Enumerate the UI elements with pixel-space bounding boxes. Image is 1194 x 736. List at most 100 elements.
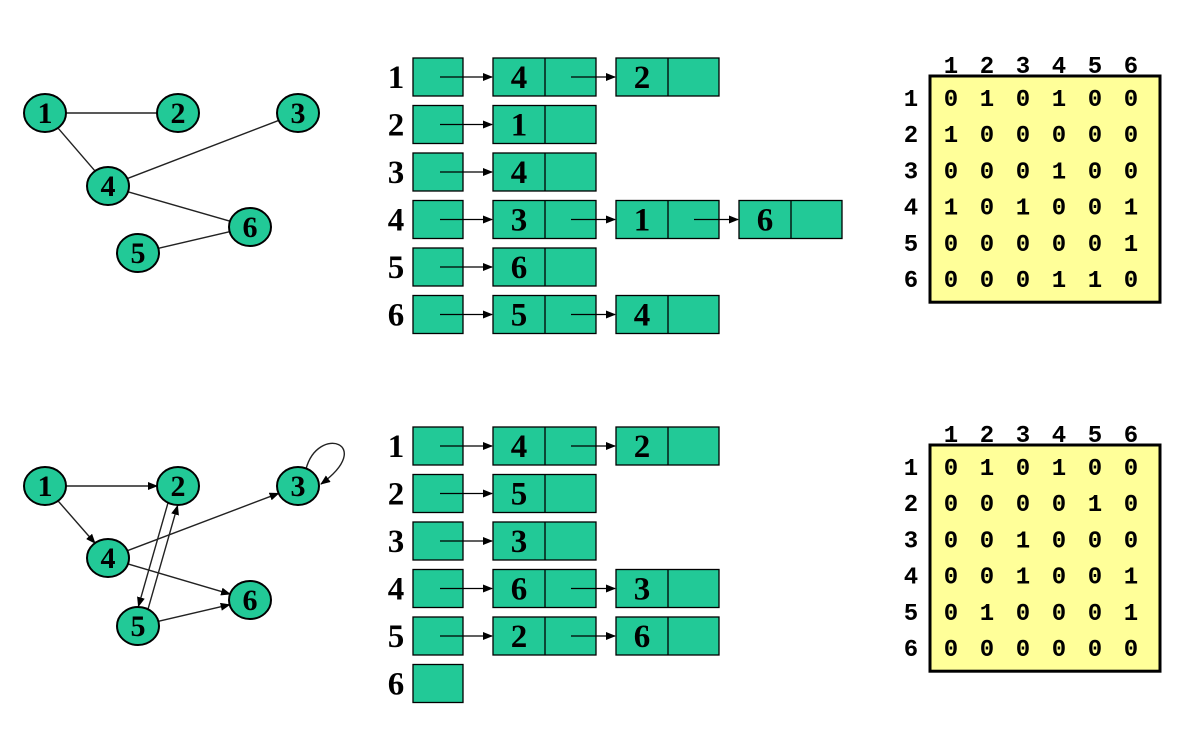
matrix-cell: 0 <box>1124 268 1138 295</box>
list-row-label: 6 <box>388 298 405 334</box>
matrix-cell: 0 <box>944 268 958 295</box>
node-label: 1 <box>38 97 53 130</box>
matrix-cell: 1 <box>1052 456 1066 483</box>
list-node-value: 6 <box>757 203 774 239</box>
graph-node-5: 5 <box>116 606 160 646</box>
matrix-cell: 0 <box>944 492 958 519</box>
list-head-cell <box>412 568 464 609</box>
matrix-cell: 0 <box>944 87 958 114</box>
graph-node-2: 2 <box>156 466 200 506</box>
list-node: 6 <box>492 247 597 287</box>
node-label: 1 <box>38 470 53 503</box>
matrix-cell: 1 <box>1124 232 1138 259</box>
matrix-col-header: 6 <box>1124 54 1138 81</box>
matrix-row-header: 1 <box>904 456 918 483</box>
list-row-label: 4 <box>388 572 405 608</box>
matrix-cell: 0 <box>1088 528 1102 555</box>
list-node-value: 4 <box>634 298 651 334</box>
matrix-row-header: 2 <box>904 123 918 150</box>
matrix-col-header: 2 <box>980 423 994 450</box>
matrix-cell: 0 <box>1016 232 1030 259</box>
list-row-label: 2 <box>388 108 405 144</box>
matrix-cell: 0 <box>980 565 994 592</box>
graph-node-4: 4 <box>86 538 130 578</box>
list-node: 6 <box>738 199 843 240</box>
matrix-cell: 0 <box>1016 87 1030 114</box>
matrix-cell: 0 <box>1052 232 1066 259</box>
list-node: 4 <box>615 294 720 335</box>
matrix-cell: 0 <box>1124 159 1138 186</box>
adjacency-matrix: 1 2 3 4 5 61 0 1 0 1 0 02 0 0 0 0 1 03 0 0 1 0 0 04 0 0 1 0 0 15 0 1 0 0 0… <box>904 423 1162 673</box>
graph-node-3: 3 <box>276 466 320 506</box>
matrix-col-header: 4 <box>1052 54 1066 81</box>
matrix-col-header: 6 <box>1124 423 1138 450</box>
adjacency-list: 1 4 22 13 44 3 1 65 66 5 4 <box>388 57 843 335</box>
matrix-cell: 0 <box>1124 492 1138 519</box>
list-row-label: 2 <box>388 477 405 513</box>
matrix-cell: 1 <box>1124 601 1138 628</box>
matrix-cell: 1 <box>1088 492 1102 519</box>
matrix-cell: 0 <box>944 601 958 628</box>
list-row-6: 6 5 4 <box>388 294 720 335</box>
matrix-row-header: 4 <box>904 565 918 592</box>
matrix-cell: 1 <box>1052 87 1066 114</box>
matrix-cell: 0 <box>1052 637 1066 664</box>
matrix-cell: 1 <box>944 123 958 150</box>
list-row-label: 3 <box>388 524 405 560</box>
matrix-cell: 0 <box>1052 528 1066 555</box>
node-label: 4 <box>101 170 116 203</box>
list-row-label: 1 <box>388 60 405 96</box>
matrix-cell: 0 <box>1016 456 1030 483</box>
adjacency-matrix: 1 2 3 4 5 61 0 1 0 1 0 02 1 0 0 0 0 03 0 0 0 1 0 04 1 0 1 0 0 15 0 0 0 0 0… <box>904 54 1162 304</box>
matrix-cell: 0 <box>1088 123 1102 150</box>
edge-4-6 <box>127 191 231 222</box>
graph-node-1: 1 <box>23 466 67 506</box>
matrix-cell: 0 <box>1016 268 1030 295</box>
matrix-cell: 1 <box>980 87 994 114</box>
graph-node-3: 3 <box>276 93 320 133</box>
self-loop-edge-3 <box>305 442 345 485</box>
list-row-label: 3 <box>388 155 405 191</box>
matrix-cell: 0 <box>1052 123 1066 150</box>
edge-5-6 <box>158 231 230 249</box>
matrix-cell: 1 <box>1088 268 1102 295</box>
matrix-cell: 0 <box>980 123 994 150</box>
matrix-cell: 1 <box>1124 196 1138 223</box>
matrix-cell: 0 <box>944 528 958 555</box>
list-node-value: 4 <box>511 60 528 96</box>
matrix-cell: 0 <box>944 456 958 483</box>
matrix-col-header: 1 <box>944 54 958 81</box>
matrix-cell: 0 <box>1016 159 1030 186</box>
matrix-box <box>928 74 1162 304</box>
list-node-value: 5 <box>511 298 528 334</box>
matrix-col-header: 2 <box>980 54 994 81</box>
graph-node-6: 6 <box>228 580 272 620</box>
matrix-cell: 0 <box>1052 565 1066 592</box>
matrix-cell: 0 <box>980 637 994 664</box>
edge-2-5 <box>137 502 169 608</box>
matrix-cell: 0 <box>1088 565 1102 592</box>
matrix-row-header: 6 <box>904 637 918 664</box>
node-label: 5 <box>131 610 146 643</box>
list-head-cell <box>412 663 464 704</box>
graph-node-2: 2 <box>156 93 200 133</box>
matrix-cell: 1 <box>980 601 994 628</box>
matrix-cell: 0 <box>1088 87 1102 114</box>
matrix-row-header: 5 <box>904 601 918 628</box>
node-label: 3 <box>291 97 306 130</box>
list-row-label: 5 <box>388 619 405 655</box>
matrix-row-header: 1 <box>904 87 918 114</box>
list-node-value: 3 <box>511 203 528 239</box>
graph-node-6: 6 <box>228 207 272 247</box>
matrix-cell: 0 <box>1016 637 1030 664</box>
node-label: 6 <box>243 584 258 617</box>
edge-1-4 <box>57 500 96 544</box>
matrix-cell: 0 <box>1088 601 1102 628</box>
matrix-cell: 0 <box>1088 456 1102 483</box>
matrix-cell: 0 <box>980 232 994 259</box>
